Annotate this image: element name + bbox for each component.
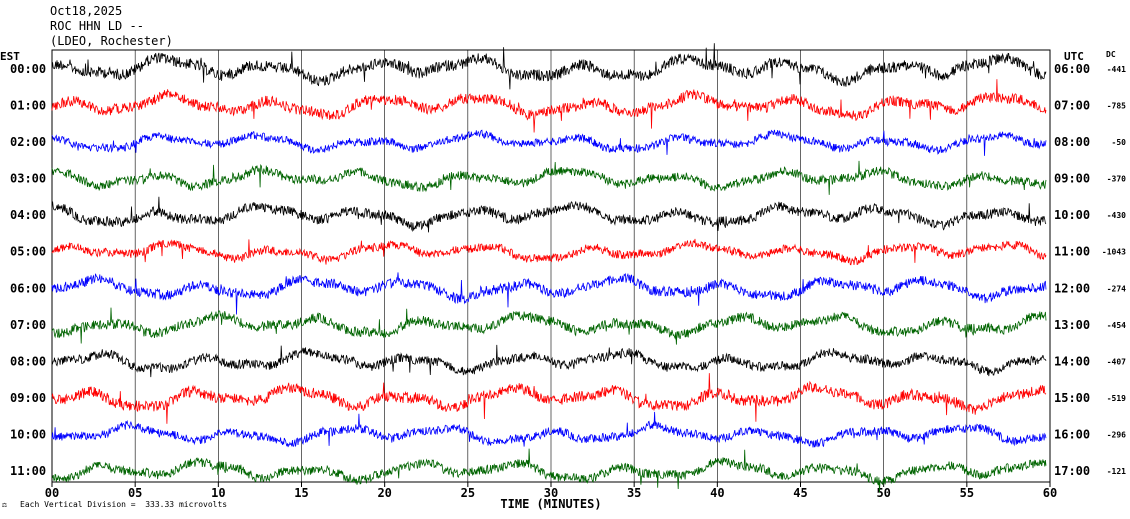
header-station: ROC HHN LD -- (50, 19, 144, 33)
est-hour-label: 02:00 (10, 135, 46, 149)
utc-hour-label: 09:00 (1054, 172, 1090, 186)
x-tick-label: 25 (461, 486, 475, 500)
x-tick-label: 55 (960, 486, 974, 500)
utc-hour-label: 07:00 (1054, 99, 1090, 113)
dc-offset-label: -785 (1107, 102, 1126, 111)
x-tick-label: 60 (1043, 486, 1057, 500)
x-tick-label: 40 (710, 486, 724, 500)
x-tick-label: 50 (876, 486, 890, 500)
x-tick-label: 00 (45, 486, 59, 500)
dc-offset-label: -50 (1112, 138, 1127, 147)
est-hour-label: 07:00 (10, 318, 46, 332)
dc-offset-label: -441 (1107, 65, 1126, 74)
seismic-trace (51, 79, 1047, 133)
est-hour-label: 04:00 (10, 208, 46, 222)
seismic-trace (51, 344, 1047, 378)
x-tick-label: 30 (544, 486, 558, 500)
header-network: (LDEO, Rochester) (50, 34, 173, 48)
utc-hour-label: 10:00 (1054, 208, 1090, 222)
seismic-trace (51, 272, 1047, 315)
utc-hour-label: 13:00 (1054, 318, 1090, 332)
seismic-trace (51, 307, 1047, 345)
dc-column-title: DC (1106, 50, 1116, 59)
utc-hour-label: 12:00 (1054, 281, 1090, 295)
est-hour-label: 11:00 (10, 464, 46, 478)
est-hour-label: 08:00 (10, 354, 46, 368)
utc-hour-label: 11:00 (1054, 245, 1090, 259)
dc-offset-label: -454 (1107, 321, 1126, 330)
x-tick-label: 35 (627, 486, 641, 500)
x-tick-label: 10 (211, 486, 225, 500)
dc-offset-label: -274 (1107, 284, 1126, 293)
scale-note-icon: ⚖ (2, 500, 7, 509)
dc-offset-label: -430 (1107, 211, 1126, 220)
seismic-trace (51, 43, 1047, 90)
utc-axis-title: UTC (1064, 50, 1084, 63)
seismic-trace (51, 129, 1047, 156)
est-axis-title: EST (0, 50, 20, 63)
x-axis-label: TIME (MINUTES) (500, 497, 601, 511)
est-hour-label: 05:00 (10, 245, 46, 259)
utc-hour-label: 15:00 (1054, 391, 1090, 405)
seismic-trace (51, 373, 1047, 424)
x-tick-label: 45 (793, 486, 807, 500)
dc-offset-label: -296 (1107, 430, 1126, 439)
est-hour-label: 06:00 (10, 281, 46, 295)
header-date: Oct18,2025 (50, 4, 123, 18)
est-hour-label: 09:00 (10, 391, 46, 405)
utc-hour-label: 14:00 (1054, 354, 1090, 368)
dc-offset-label: -1043 (1102, 248, 1126, 257)
dc-offset-label: -407 (1107, 357, 1126, 366)
seismic-trace (51, 160, 1047, 195)
est-hour-label: 10:00 (10, 427, 46, 441)
dc-offset-label: -121 (1107, 467, 1126, 476)
utc-hour-label: 06:00 (1054, 62, 1090, 76)
est-hour-label: 03:00 (10, 172, 46, 186)
seismic-trace (51, 448, 1047, 493)
est-hour-label: 01:00 (10, 99, 46, 113)
dc-offset-label: -370 (1107, 175, 1126, 184)
x-tick-label: 15 (294, 486, 308, 500)
seismic-trace (51, 411, 1047, 448)
utc-hour-label: 16:00 (1054, 427, 1090, 441)
x-tick-label: 05 (128, 486, 142, 500)
dc-offset-label: -519 (1107, 394, 1126, 403)
seismic-trace (51, 196, 1047, 233)
utc-hour-label: 17:00 (1054, 464, 1090, 478)
x-tick-label: 20 (377, 486, 391, 500)
utc-hour-label: 08:00 (1054, 135, 1090, 149)
est-hour-label: 00:00 (10, 62, 46, 76)
seismic-trace (51, 238, 1047, 266)
scale-note: Each Vertical Division = 333.33 microvol… (20, 500, 228, 509)
